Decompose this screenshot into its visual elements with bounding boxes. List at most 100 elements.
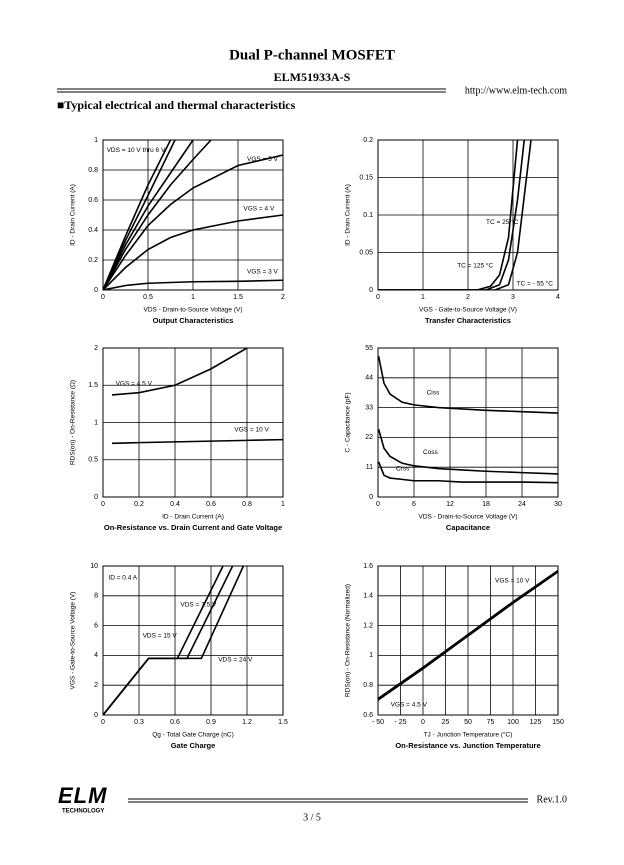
y-tick-label: 0.15 <box>359 174 373 181</box>
series-label: VGS = 3 V <box>247 269 279 276</box>
x-tick-label: 0 <box>101 719 105 726</box>
series-label: VDS = 7.5 V <box>180 601 217 608</box>
doc-title: Dual P-channel MOSFET <box>229 47 395 63</box>
y-tick-label: 1.4 <box>363 593 373 600</box>
data-line <box>111 438 283 445</box>
data-line <box>103 279 283 290</box>
series-label: VGS = 10 V <box>495 578 530 585</box>
y-tick-label: 0.6 <box>363 712 373 719</box>
x-tick-label: 0.4 <box>170 501 180 508</box>
x-tick-label: 0.2 <box>134 501 144 508</box>
y-tick-label: 0.6 <box>88 197 98 204</box>
series-label: VGS = 4.5 V <box>116 380 153 387</box>
y-tick-label: 0.05 <box>359 249 373 256</box>
data-line <box>378 140 532 290</box>
y-tick-label: 0.8 <box>363 682 373 689</box>
y-tick-label: 11 <box>366 464 373 471</box>
x-tick-label: 1.2 <box>242 719 252 726</box>
y-tick-label: 2 <box>94 345 98 352</box>
y-tick-label: 1 <box>369 652 373 659</box>
y-tick-label: 2 <box>94 682 98 689</box>
plot-frame <box>102 565 284 716</box>
plot-area <box>378 569 558 701</box>
plot-area <box>103 566 245 715</box>
y-tick-label: 0 <box>369 287 373 294</box>
data-line <box>103 140 194 290</box>
x-tick-label: 1.5 <box>233 294 243 301</box>
x-tick-label: 2 <box>466 294 470 301</box>
data-line <box>111 348 248 396</box>
y-tick-label: 22 <box>365 434 373 441</box>
plot-frame <box>377 565 559 716</box>
x-axis-label: VDS - Drain-to-Source Voltage (V) <box>144 307 243 314</box>
y-tick-label: 10 <box>90 563 98 570</box>
y-tick-label: 6 <box>94 622 98 629</box>
x-tick-label: - 25 <box>394 719 406 726</box>
series-label: VGS = 5 V <box>247 156 279 163</box>
part-number: ELM51933A-S <box>274 70 351 84</box>
plot-frame <box>377 347 559 498</box>
data-line <box>378 461 558 484</box>
x-tick-label: 6 <box>412 501 416 508</box>
x-tick-label: 1 <box>281 501 285 508</box>
y-tick-label: 55 <box>365 345 373 352</box>
y-tick-label: 33 <box>365 404 373 411</box>
annotation: ID = 0.4 A <box>108 575 137 582</box>
data-line <box>378 569 558 700</box>
x-axis-label: TJ - Junction Temperature (°C) <box>424 731 513 739</box>
y-tick-label: 0 <box>94 712 98 719</box>
y-tick-label: 8 <box>94 593 98 600</box>
y-tick-label: 1 <box>94 419 98 426</box>
data-line <box>103 140 212 290</box>
series-label: VDS = 24 V <box>218 657 253 664</box>
series-label: Ciss <box>427 389 440 396</box>
data-line <box>103 566 245 715</box>
chart-caption: On-Resistance vs. Drain Current and Gate… <box>104 523 282 532</box>
plot-area <box>378 140 532 290</box>
x-tick-label: 4 <box>556 294 560 301</box>
y-tick-label: 0.5 <box>88 457 98 464</box>
data-line <box>378 140 519 290</box>
logo: ELM <box>58 783 107 808</box>
y-tick-label: 0 <box>94 287 98 294</box>
x-tick-label: 25 <box>442 719 450 726</box>
x-tick-label: 50 <box>464 719 472 726</box>
x-tick-label: 12 <box>446 501 454 508</box>
x-tick-label: 1 <box>421 294 425 301</box>
x-axis-label: Qg - Total Gate Charge (nC) <box>152 732 234 739</box>
x-tick-label: 1 <box>191 294 195 301</box>
x-tick-label: 0.6 <box>170 719 180 726</box>
series-label: TC = 25 °C <box>486 218 519 226</box>
y-tick-label: 0.4 <box>88 227 98 234</box>
revision: Rev.1.0 <box>537 794 567 805</box>
series-label: TC = 125 °C <box>457 262 493 270</box>
x-tick-label: 0.8 <box>242 501 252 508</box>
y-tick-label: 0.2 <box>363 137 373 144</box>
x-tick-label: 0.3 <box>134 719 144 726</box>
x-tick-label: 3 <box>511 294 515 301</box>
y-tick-label: 0 <box>369 494 373 501</box>
series-label: VGS = 10 V <box>234 427 269 434</box>
y-tick-label: 1.2 <box>363 622 373 629</box>
data-line <box>103 140 176 290</box>
y-tick-label: 1.6 <box>363 563 373 570</box>
data-line <box>378 571 558 701</box>
data-line <box>378 355 558 414</box>
x-tick-label: 0 <box>421 719 425 726</box>
series-label: TC = - 55 °C <box>517 280 554 288</box>
x-tick-label: 0 <box>101 294 105 301</box>
chart-caption: Transfer Characteristics <box>425 316 511 325</box>
y-tick-label: 0 <box>94 494 98 501</box>
y-axis-label: ID - Drain Current (A) <box>345 184 352 246</box>
section-title: ■Typical electrical and thermal characte… <box>57 98 296 112</box>
data-line <box>103 566 234 715</box>
x-tick-label: 75 <box>487 719 495 726</box>
data-line <box>378 429 558 475</box>
y-tick-label: 0.1 <box>363 212 373 219</box>
x-tick-label: 18 <box>482 501 490 508</box>
x-tick-label: 150 <box>552 719 564 726</box>
plot-frame <box>102 347 284 498</box>
x-tick-label: 125 <box>530 719 542 726</box>
plot-area <box>103 140 283 290</box>
